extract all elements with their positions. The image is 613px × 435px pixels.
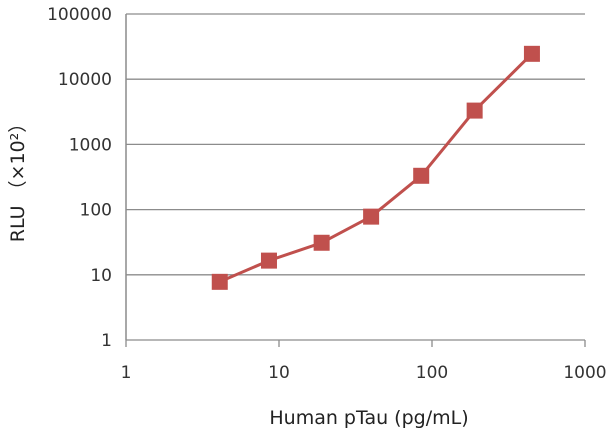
y-axis-title: RLU （×10²） [7, 114, 29, 243]
y-tick-label: 100000 [47, 5, 112, 25]
y-tick-label: 1 [101, 331, 112, 351]
y-tick-label: 10 [90, 266, 112, 286]
x-tick-label: 100 [416, 363, 448, 383]
data-point-marker [363, 208, 380, 225]
y-tick-label: 1000 [69, 135, 112, 155]
y-tick-label: 10000 [58, 70, 112, 90]
data-point-marker [523, 45, 540, 62]
data-series [211, 45, 540, 290]
x-tick-label: 1000 [563, 363, 606, 383]
x-axis-title: Human pTau (pg/mL) [269, 407, 468, 429]
series-line [218, 52, 534, 284]
x-tick-labels: 1 10 100 1000 [121, 363, 607, 383]
x-tick-label: 1 [121, 363, 132, 383]
gridlines [126, 13, 585, 341]
data-point-marker [260, 252, 277, 269]
data-point-marker [413, 167, 430, 184]
x-tick-label: 10 [268, 363, 290, 383]
axes [125, 14, 586, 347]
y-tick-labels: 1 10 100 1000 10000 100000 [47, 5, 112, 351]
data-point-marker [466, 102, 483, 119]
data-point-marker [211, 273, 228, 290]
y-tick-label: 100 [80, 201, 112, 221]
data-point-marker [313, 234, 330, 251]
